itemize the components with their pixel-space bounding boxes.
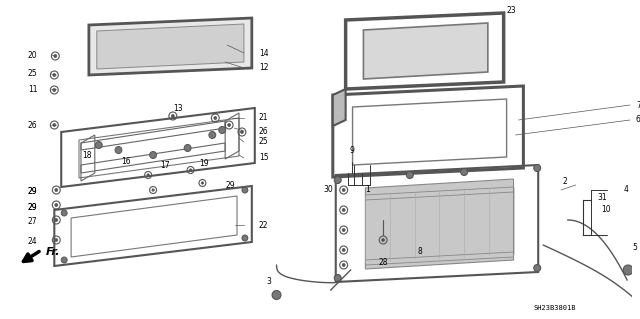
Circle shape: [150, 152, 157, 159]
Text: 25: 25: [259, 137, 268, 146]
Text: 29: 29: [28, 188, 38, 197]
Text: 16: 16: [122, 158, 131, 167]
Circle shape: [228, 123, 230, 127]
Circle shape: [241, 130, 243, 133]
Text: 17: 17: [160, 160, 170, 169]
Text: 9: 9: [349, 146, 354, 155]
Text: 18: 18: [82, 151, 92, 160]
Circle shape: [342, 263, 345, 266]
Text: 21: 21: [259, 114, 268, 122]
Circle shape: [534, 264, 541, 271]
Circle shape: [242, 187, 248, 193]
Circle shape: [406, 172, 413, 179]
Text: 3: 3: [267, 278, 271, 286]
Text: 15: 15: [259, 153, 268, 162]
Circle shape: [342, 189, 345, 191]
Text: 23: 23: [507, 6, 516, 15]
Circle shape: [115, 146, 122, 153]
Polygon shape: [333, 89, 346, 126]
Polygon shape: [89, 18, 252, 75]
Circle shape: [381, 239, 385, 241]
Text: 30: 30: [323, 186, 333, 195]
Text: 19: 19: [200, 159, 209, 167]
Circle shape: [342, 228, 345, 232]
Text: 6: 6: [636, 115, 640, 124]
Circle shape: [55, 204, 58, 206]
Text: 10: 10: [602, 205, 611, 214]
Text: 27: 27: [28, 218, 38, 226]
Text: 29: 29: [28, 203, 38, 211]
Text: 29: 29: [225, 181, 235, 189]
Circle shape: [147, 174, 149, 176]
Circle shape: [272, 291, 281, 300]
Text: 1: 1: [365, 186, 370, 195]
Circle shape: [334, 275, 341, 281]
Text: 24: 24: [28, 236, 38, 246]
Circle shape: [172, 115, 174, 117]
Circle shape: [53, 123, 56, 127]
Text: 25: 25: [28, 70, 38, 78]
Circle shape: [534, 165, 541, 172]
Text: 2: 2: [562, 177, 567, 187]
Circle shape: [184, 145, 191, 152]
Text: SH23B3801B: SH23B3801B: [533, 305, 576, 311]
Text: 28: 28: [378, 258, 388, 267]
Text: 26: 26: [28, 121, 38, 130]
Circle shape: [214, 116, 217, 120]
Circle shape: [53, 88, 56, 92]
Circle shape: [623, 265, 633, 275]
Text: 29: 29: [28, 203, 38, 211]
Circle shape: [61, 210, 67, 216]
Text: 22: 22: [259, 220, 268, 229]
Circle shape: [201, 182, 204, 184]
Text: 29: 29: [28, 188, 38, 197]
Text: 7: 7: [636, 100, 640, 109]
Circle shape: [61, 257, 67, 263]
Text: 20: 20: [28, 50, 38, 60]
Text: 14: 14: [259, 48, 268, 57]
Circle shape: [152, 189, 154, 191]
Text: 8: 8: [417, 247, 422, 256]
Circle shape: [54, 55, 57, 57]
Circle shape: [95, 142, 102, 149]
Circle shape: [55, 189, 58, 191]
Circle shape: [55, 219, 58, 221]
Circle shape: [342, 249, 345, 251]
Circle shape: [334, 176, 341, 183]
Circle shape: [242, 235, 248, 241]
Text: 12: 12: [259, 63, 268, 72]
Circle shape: [55, 239, 58, 241]
Circle shape: [219, 127, 226, 133]
Circle shape: [53, 73, 56, 77]
Circle shape: [342, 209, 345, 211]
Text: 4: 4: [624, 186, 629, 195]
Polygon shape: [364, 23, 488, 79]
Text: Fr.: Fr.: [45, 247, 60, 257]
Text: 13: 13: [173, 104, 182, 113]
Circle shape: [209, 131, 216, 138]
Circle shape: [461, 168, 468, 175]
Polygon shape: [365, 179, 513, 269]
Text: 26: 26: [259, 127, 268, 136]
Circle shape: [189, 169, 192, 171]
Text: 5: 5: [632, 243, 637, 253]
Polygon shape: [97, 24, 244, 69]
Text: 31: 31: [598, 192, 607, 202]
Text: 11: 11: [28, 85, 38, 93]
